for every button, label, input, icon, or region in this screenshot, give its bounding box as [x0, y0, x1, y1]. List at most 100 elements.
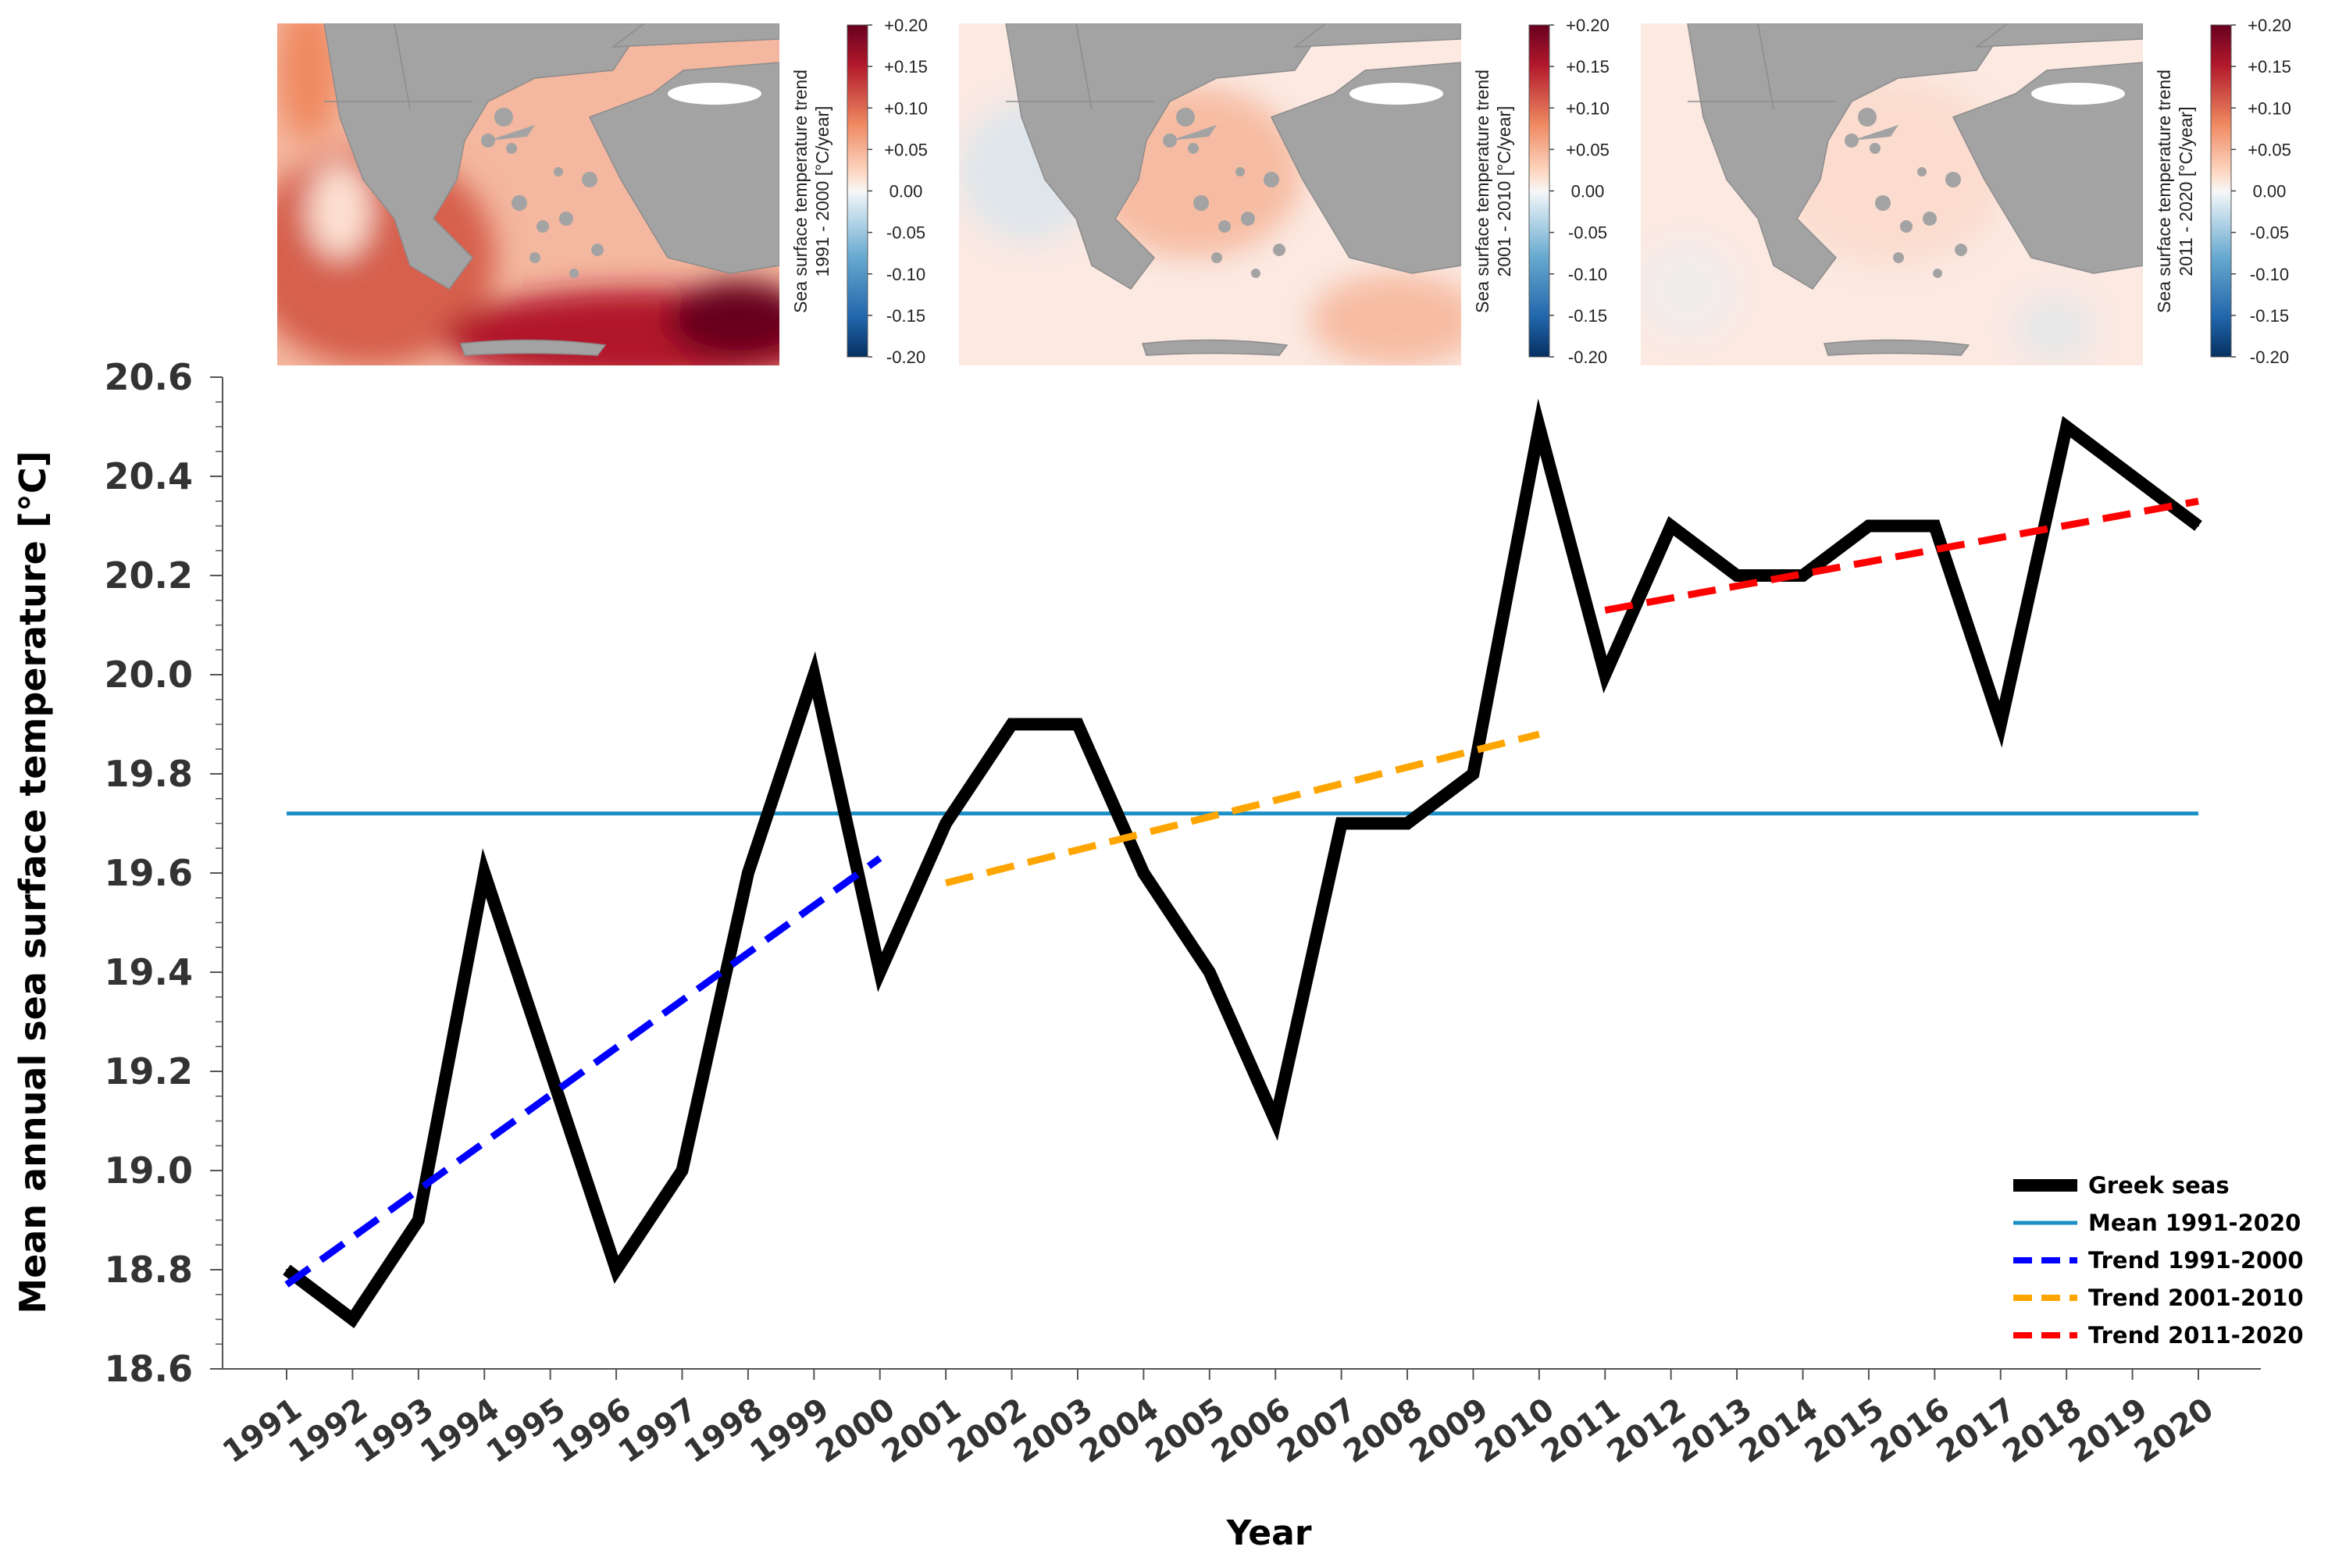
land-island	[512, 195, 527, 211]
colorbar-tick-label: -0.20	[2250, 347, 2289, 367]
land-island	[1273, 244, 1285, 256]
land-thrace	[611, 23, 779, 48]
sea-of-marmara	[2031, 83, 2125, 105]
series-group	[283, 398, 2202, 1328]
colorbar-tick-label: -0.15	[2250, 306, 2289, 326]
colorbar-tick-label: +0.15	[1566, 57, 1610, 77]
land-island	[1251, 269, 1260, 278]
data-point	[1736, 575, 1738, 576]
data-point	[681, 1170, 683, 1171]
y-tick-label: 18.8	[105, 1249, 194, 1291]
data-point	[945, 822, 947, 825]
data-point	[1275, 1120, 1277, 1122]
land-balkans	[1687, 23, 2009, 290]
colorbar-tick-label: -0.10	[886, 265, 925, 284]
data-point	[351, 1318, 354, 1320]
data-point	[879, 971, 881, 973]
colorbar-tick-label: +0.20	[884, 16, 928, 35]
data-point	[2198, 525, 2199, 527]
land-anatolia	[1952, 62, 2143, 274]
data-point	[1011, 723, 1013, 725]
data-point	[1934, 525, 1936, 527]
y-tick-label: 19.4	[105, 951, 194, 993]
land-island	[537, 220, 549, 233]
data-point	[1076, 723, 1078, 725]
y-tick-label: 20.0	[105, 654, 194, 696]
legend-label: Trend 1991-2000	[2088, 1247, 2304, 1274]
data-point	[1867, 525, 1870, 527]
colorbar-tick-label: -0.05	[2250, 223, 2289, 243]
colorbar-tick-label: 0.00	[1571, 182, 1605, 201]
land-balkans	[323, 23, 645, 290]
data-point	[813, 674, 815, 675]
land-island	[582, 172, 597, 187]
land-thrace	[1292, 23, 1461, 48]
colorbar-tick-label: +0.05	[1566, 140, 1610, 159]
trend-map-panel: +0.20 +0.15 +0.10 +0.05 0.00 -0.05 -0.10 -0.15 -…	[277, 16, 928, 367]
colorbar-tick-label: +0.10	[1566, 98, 1610, 118]
border-lines	[1006, 23, 1154, 110]
legend-label: Trend 2001-2010	[2088, 1285, 2304, 1311]
data-point	[1802, 575, 1804, 576]
data-point	[1472, 773, 1474, 775]
data-point	[1670, 525, 1672, 527]
trend-map-panel: +0.20 +0.15 +0.10 +0.05 0.00 -0.05 -0.10 -0.15 -…	[959, 16, 1610, 367]
y-tick-label: 20.6	[105, 356, 194, 398]
colorbar-tick-label: +0.15	[2248, 57, 2291, 77]
land-euboea	[1170, 125, 1217, 141]
colorbar-title: Sea surface temperature trend	[790, 69, 811, 313]
colorbar-tick-label: +0.10	[884, 98, 928, 118]
land-island	[1945, 172, 1961, 187]
y-axis-ticks: 18.6 18.8 19.0 19.2 19.4 19.6 19.8 20.0 20.2 20.4…	[105, 356, 223, 1390]
border-lines	[324, 23, 472, 110]
data-point	[1208, 971, 1210, 973]
series-line-trend-2001-2010	[945, 730, 1540, 887]
land-crete	[459, 339, 607, 356]
x-tick-label: 2020	[2128, 1392, 2220, 1471]
land-island	[569, 269, 579, 278]
y-tick-label: 19.0	[105, 1149, 194, 1192]
y-tick-label: 19.2	[105, 1050, 194, 1092]
data-point	[1406, 822, 1409, 825]
land-island	[1917, 167, 1927, 176]
legend-label: Greek seas	[2088, 1172, 2230, 1199]
colorbar-subtitle: 2001 - 2010 [°C/year]	[1494, 106, 1514, 277]
land-island	[1893, 252, 1904, 263]
land-island	[559, 212, 573, 226]
land-island	[1241, 212, 1255, 226]
colorbar-tick-label: +0.05	[884, 140, 928, 159]
data-point	[549, 1071, 551, 1072]
land-island	[1218, 220, 1231, 233]
legend-label: Trend 2011-2020	[2088, 1322, 2304, 1349]
land-balkans	[1005, 23, 1327, 290]
land-island	[1235, 167, 1245, 176]
land-island	[1858, 108, 1877, 127]
land-island	[591, 244, 604, 256]
data-point	[1538, 426, 1540, 428]
y-axis-title: Mean annual sea surface temperature [°C]	[12, 451, 54, 1313]
colorbar-tick-label: 0.00	[2253, 182, 2287, 201]
land-euboea	[488, 125, 535, 141]
data-point	[1999, 723, 2002, 725]
colorbar-title: Sea surface temperature trend	[1472, 69, 1492, 313]
colorbar-subtitle: 2011 - 2020 [°C/year]	[2176, 106, 2196, 276]
colorbar-tick-label: -0.10	[1568, 265, 1607, 284]
legend: Greek seas Mean 1991-2020 Trend 1991-2000 T…	[2013, 1172, 2304, 1349]
data-point	[747, 872, 749, 874]
trend-map-panel: +0.20 +0.15 +0.10 +0.05 0.00 -0.05 -0.10 -0.15 -…	[1641, 16, 2291, 367]
land-island	[1264, 172, 1279, 187]
x-axis-ticks: 1991199219931994199519961997199819992000…	[216, 1369, 2220, 1470]
colorbar-title: Sea surface temperature trend	[2154, 69, 2174, 313]
y-tick-label: 20.2	[105, 554, 194, 597]
colorbar-subtitle: 1991 - 2000 [°C/year]	[812, 106, 832, 277]
y-tick-label: 19.6	[105, 852, 194, 894]
land-island	[506, 143, 517, 154]
series-line-trend-2011-2020	[1604, 497, 2199, 614]
land-island	[1870, 143, 1881, 154]
land-crete	[1141, 339, 1289, 356]
land-island	[1923, 212, 1937, 226]
colorbar-tick-label: -0.05	[886, 223, 925, 243]
land-island	[529, 252, 540, 263]
land-anatolia	[1270, 62, 1461, 274]
